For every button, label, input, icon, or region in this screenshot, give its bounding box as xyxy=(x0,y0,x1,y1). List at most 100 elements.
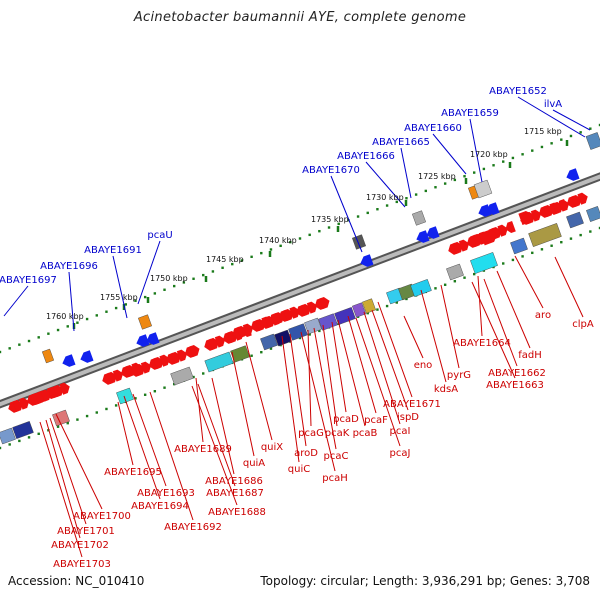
track-dot xyxy=(8,347,11,350)
leader-line xyxy=(191,385,238,506)
track-dot xyxy=(318,229,321,233)
track-dot xyxy=(405,297,408,301)
forward-gene-arrow xyxy=(319,296,330,310)
track-dot xyxy=(0,446,2,450)
track-dot xyxy=(298,336,302,340)
forward-gene-arrow xyxy=(140,361,152,374)
gene-box xyxy=(411,210,427,226)
leader-line xyxy=(117,401,134,466)
gene-box xyxy=(334,307,356,325)
leader-line xyxy=(483,278,518,367)
forward-gene-arrow xyxy=(112,369,124,382)
forward-gene-arrow xyxy=(505,220,516,234)
gene-label-bottom: pcaG xyxy=(298,428,324,439)
track-dot xyxy=(143,393,147,396)
track-dot xyxy=(434,186,437,189)
forward-gene-arrow xyxy=(18,397,30,410)
track-dot xyxy=(27,339,31,343)
track-dot xyxy=(531,251,534,255)
reverse-gene-arrow xyxy=(136,334,150,347)
track-dot xyxy=(463,175,466,178)
leader-line xyxy=(420,289,447,383)
gene-box xyxy=(0,427,16,445)
dotted-guide-tracks xyxy=(0,123,600,450)
track-dot xyxy=(395,301,398,304)
leader-line xyxy=(313,327,337,450)
leader-line xyxy=(337,319,366,427)
gene-label-top: ilvA xyxy=(544,99,562,110)
gene-box xyxy=(566,211,584,229)
track-dot xyxy=(531,149,534,152)
leader-line xyxy=(195,377,204,443)
gene-label-bottom: aroD xyxy=(294,448,318,459)
gene-label-bottom: pyrG xyxy=(447,370,471,381)
track-dot xyxy=(134,397,137,400)
track-dot xyxy=(560,240,563,244)
gene-box xyxy=(528,223,562,247)
track-dot xyxy=(66,421,69,425)
track-dot xyxy=(37,336,40,339)
leader-line xyxy=(281,335,300,463)
leader-line xyxy=(469,118,483,183)
track-dot xyxy=(540,248,544,251)
gene-features xyxy=(0,132,600,445)
forward-gene-arrow xyxy=(306,301,318,314)
gene-label-bottom: ABAYE1688 xyxy=(208,507,266,518)
leader-line xyxy=(245,341,273,441)
tick-label: 1760 kbp xyxy=(46,312,84,321)
accession-text: Accession: NC_010410 xyxy=(8,574,145,588)
gene-label-bottom: ABAYE1671 xyxy=(383,399,441,410)
leader-line xyxy=(514,255,544,309)
leader-line xyxy=(149,391,194,521)
gene-label-top: ABAYE1666 xyxy=(337,151,395,162)
track-dot xyxy=(66,325,69,328)
leader-line xyxy=(432,133,467,175)
leader-line xyxy=(365,161,406,208)
gene-box xyxy=(410,279,432,297)
gene-label-bottom: ABAYE1702 xyxy=(51,540,109,551)
track-dot xyxy=(18,439,21,443)
forward-gene-arrow xyxy=(577,192,588,205)
leader-line xyxy=(322,324,338,427)
track-dot xyxy=(202,273,205,277)
gene-label-bottom: ABAYE1694 xyxy=(131,501,189,512)
reverse-gene-arrow xyxy=(360,254,374,267)
track-dot xyxy=(47,429,50,432)
upper-dotted-track xyxy=(0,123,600,354)
track-dot xyxy=(192,375,195,379)
leader-line xyxy=(554,256,584,318)
leader-line xyxy=(403,315,424,359)
leader-line xyxy=(517,96,586,138)
track-dot xyxy=(569,237,573,240)
leader-line xyxy=(552,109,591,131)
track-dot xyxy=(211,270,215,273)
track-dot xyxy=(327,226,331,229)
gene-label-bottom: ABAYE1686 xyxy=(205,476,263,487)
gene-box xyxy=(12,421,34,439)
gene-label-bottom: ABAYE1693 xyxy=(137,488,195,499)
track-dot xyxy=(95,411,98,414)
forward-gene-arrow xyxy=(59,382,70,395)
track-dot xyxy=(366,211,369,215)
track-dot xyxy=(511,156,515,160)
gene-box xyxy=(510,237,528,255)
track-dot xyxy=(414,193,418,196)
track-dot xyxy=(27,436,31,439)
track-dot xyxy=(472,272,476,276)
track-dot xyxy=(579,131,582,134)
gene-label-top: ABAYE1652 xyxy=(489,86,547,97)
track-dot xyxy=(376,208,379,211)
gene-label-top: ABAYE1691 xyxy=(84,245,142,256)
track-dot xyxy=(356,215,360,218)
gene-label-bottom: kdsA xyxy=(434,384,458,395)
track-dot xyxy=(114,306,118,310)
track-dot xyxy=(443,182,447,185)
gene-label-bottom: ABAYE1700 xyxy=(73,511,131,522)
track-dot xyxy=(395,200,398,204)
track-dot xyxy=(172,284,176,288)
track-dot xyxy=(85,317,89,321)
gene-label-bottom: ispD xyxy=(397,412,419,423)
reverse-gene-arrow xyxy=(426,226,440,239)
track-dot xyxy=(192,277,195,280)
